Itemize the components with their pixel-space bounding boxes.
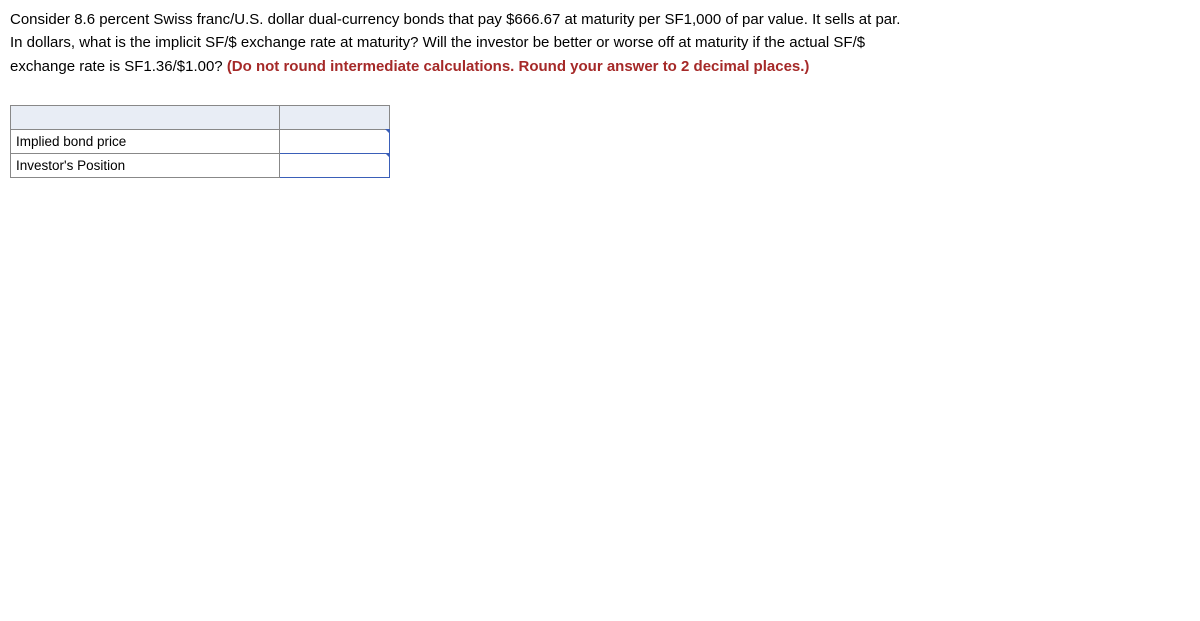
dropdown-indicator-icon <box>385 153 390 158</box>
row-label-bond-price: Implied bond price <box>11 129 280 153</box>
question-text-block: Consider 8.6 percent Swiss franc/U.S. do… <box>10 10 1190 77</box>
input-investor-position[interactable] <box>280 153 390 177</box>
row-label-investor-position: Investor's Position <box>11 153 280 177</box>
question-line-3-prefix: exchange rate is SF1.36/$1.00? <box>10 58 227 75</box>
answer-table: Implied bond price Investor's Position <box>10 105 390 178</box>
input-bond-price[interactable] <box>280 129 390 153</box>
question-line-1: Consider 8.6 percent Swiss franc/U.S. do… <box>10 10 1190 30</box>
table-header-row <box>11 105 390 129</box>
table-row: Investor's Position <box>11 153 390 177</box>
instruction-text: (Do not round intermediate calculations.… <box>227 58 810 75</box>
question-line-3: exchange rate is SF1.36/$1.00? (Do not r… <box>10 57 1190 77</box>
dropdown-indicator-icon <box>385 129 390 134</box>
question-line-2: In dollars, what is the implicit SF/$ ex… <box>10 33 1190 53</box>
header-cell-value <box>280 105 390 129</box>
table-row: Implied bond price <box>11 129 390 153</box>
header-cell-label <box>11 105 280 129</box>
